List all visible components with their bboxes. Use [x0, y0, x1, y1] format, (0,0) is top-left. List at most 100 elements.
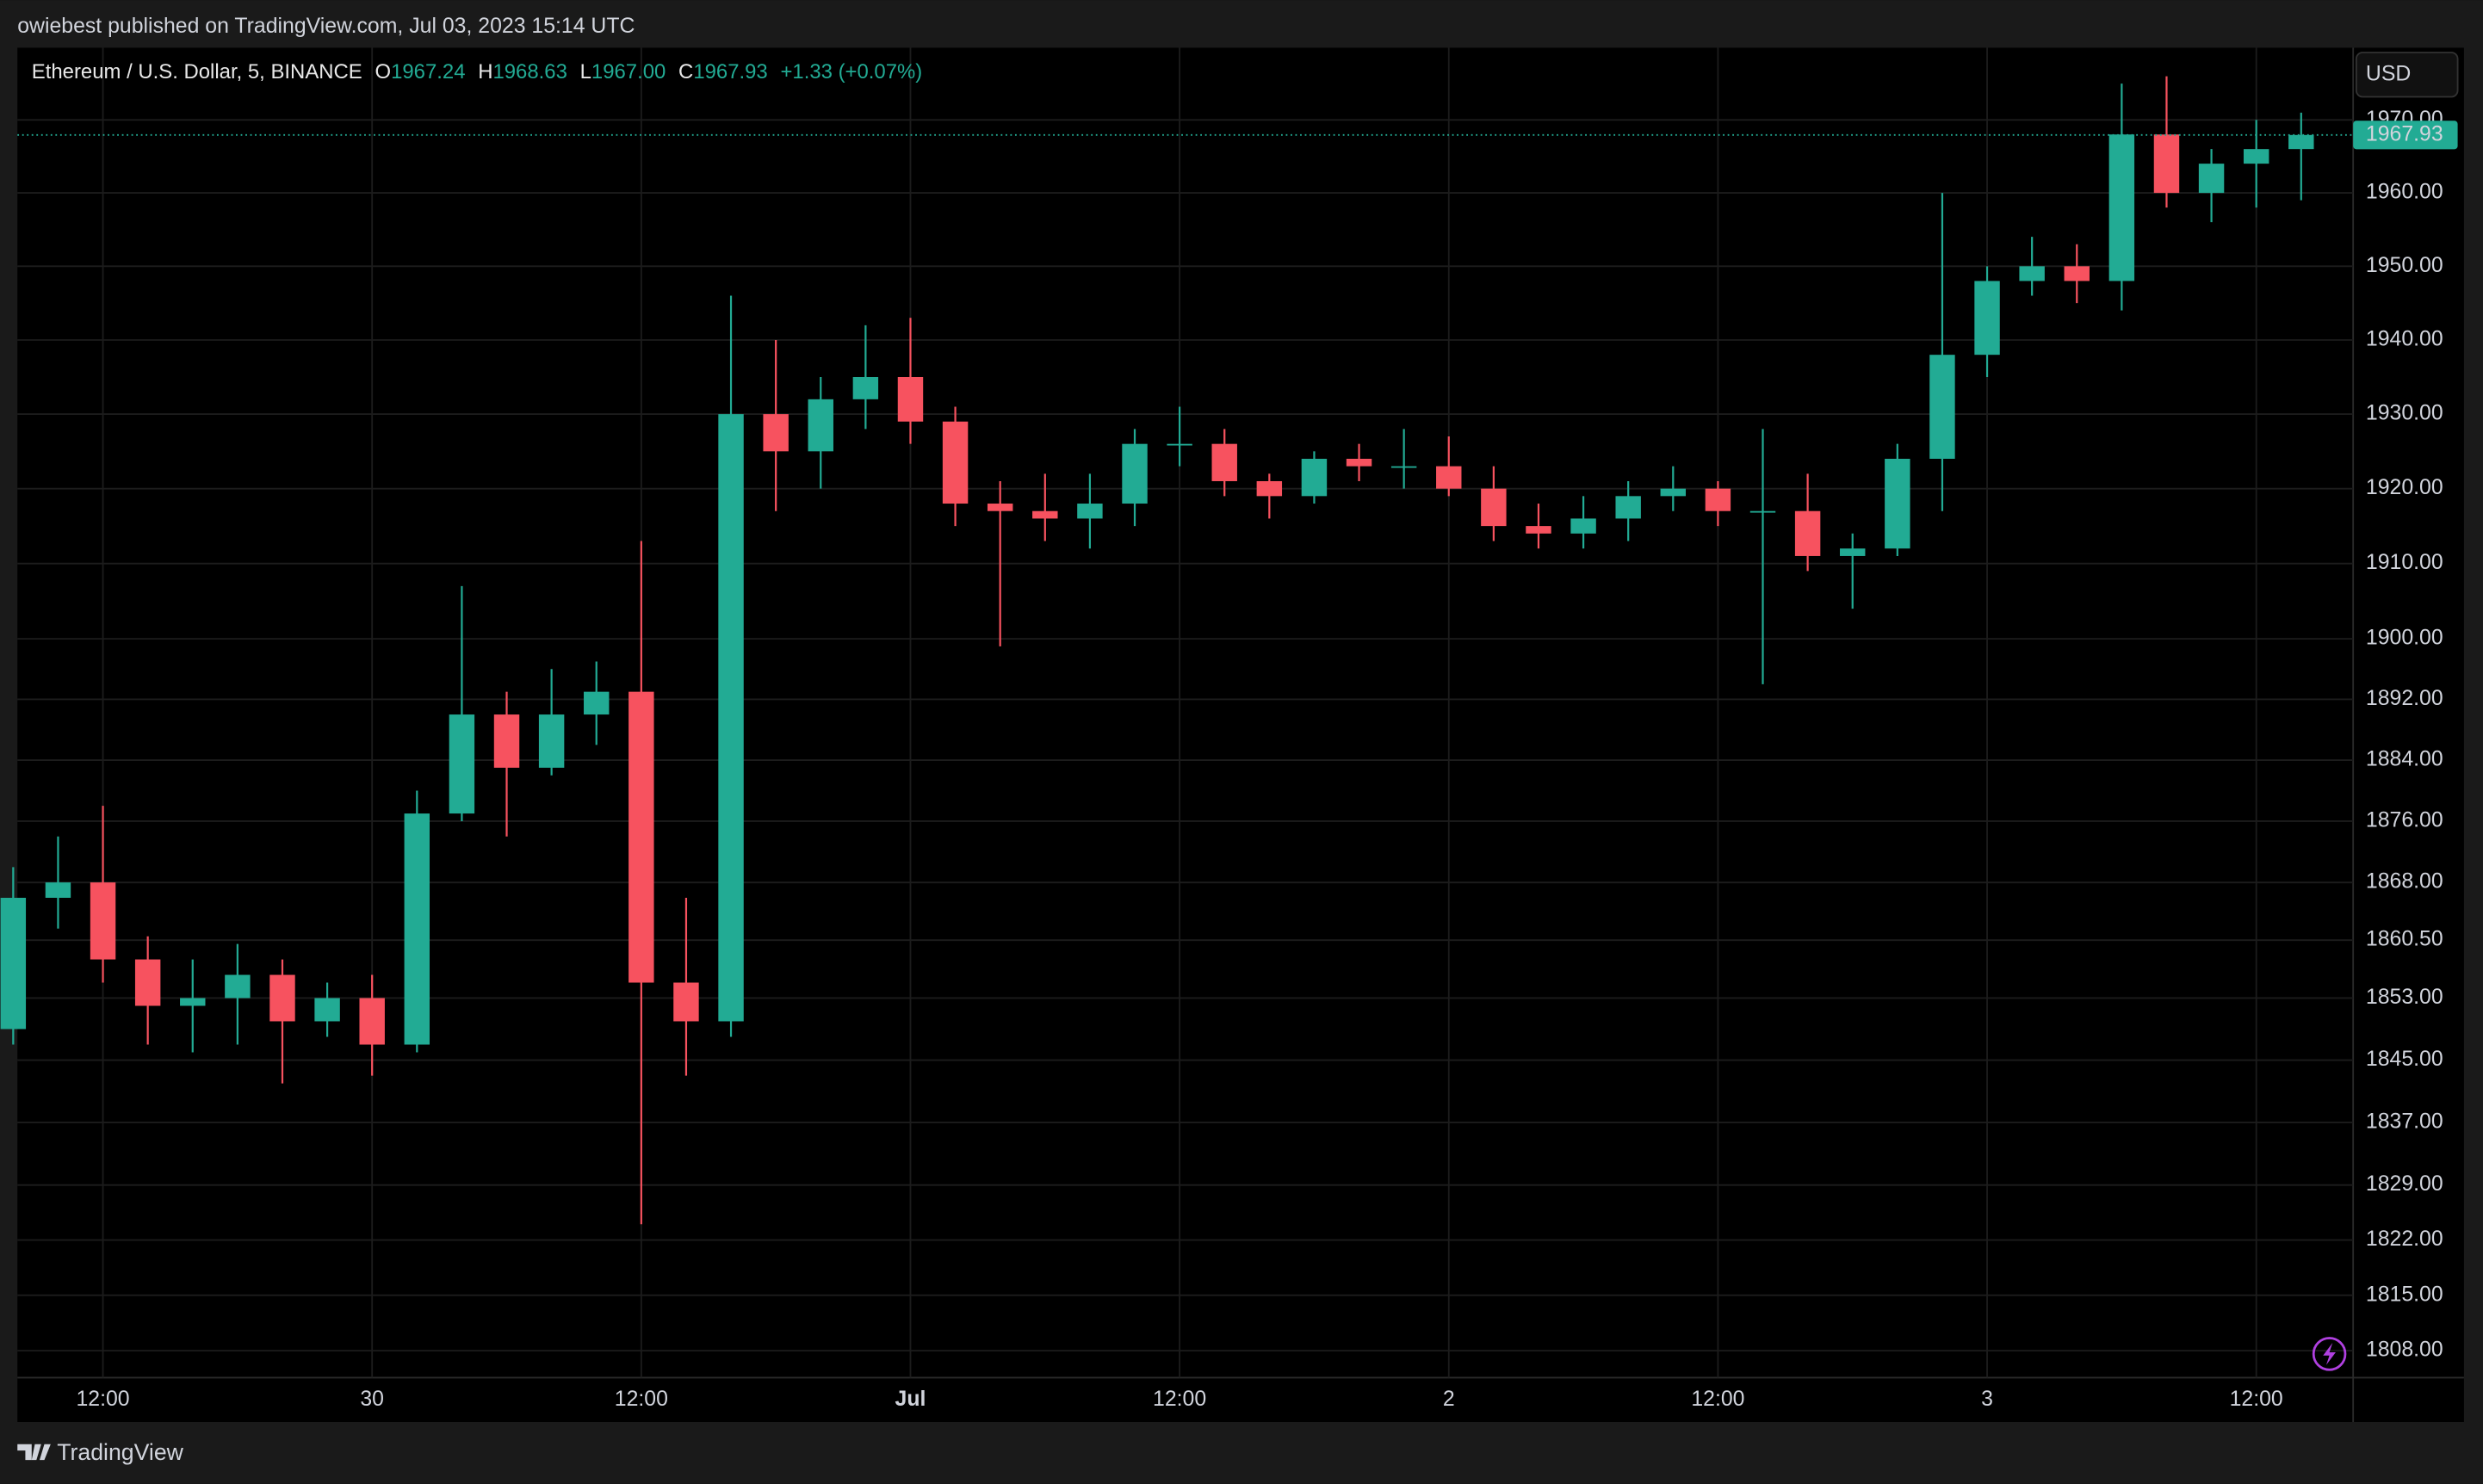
candle-body: [1211, 443, 1237, 481]
candle-body: [942, 421, 969, 504]
close-value: 1967.93: [693, 60, 767, 83]
x-tick-label: 12:00: [1153, 1388, 1206, 1411]
candle-body: [808, 399, 833, 452]
y-tick-label: 1940.00: [2366, 328, 2443, 351]
currency-box[interactable]: [2355, 52, 2459, 98]
x-tick-label: 12:00: [1691, 1388, 1744, 1411]
high-value: 1968.63: [492, 60, 567, 83]
candle-body: [1794, 510, 1821, 556]
symbol: Ethereum / U.S. Dollar, 5, BINANCE: [32, 60, 362, 83]
x-tick-label: 12:00: [615, 1388, 668, 1411]
candle-body: [584, 691, 610, 715]
y-tick-label: 1960.00: [2366, 181, 2443, 204]
candle-body: [1705, 488, 1731, 511]
y-tick-label: 1837.00: [2366, 1110, 2443, 1134]
ohlc-legend: Ethereum / U.S. Dollar, 5, BINANCE O1967.…: [32, 60, 922, 83]
candle-body: [314, 998, 340, 1022]
candle-body: [2288, 134, 2314, 150]
candle-body: [1346, 458, 1372, 467]
y-tick-label: 1853.00: [2366, 986, 2443, 1009]
candle-body: [1301, 458, 1328, 497]
y-tick-label: 1868.00: [2366, 870, 2443, 893]
y-tick-label: 1808.00: [2366, 1339, 2443, 1362]
y-tick-label: 1930.00: [2366, 402, 2443, 425]
y-tick-label: 1950.00: [2366, 254, 2443, 277]
candle-body: [1840, 548, 1866, 556]
candle-body: [2243, 149, 2269, 164]
candle-body: [718, 414, 744, 1022]
candle-body: [134, 959, 161, 1006]
candle-body: [1929, 355, 1955, 459]
candle-body: [1122, 443, 1148, 504]
y-tick-label: 1884.00: [2366, 748, 2443, 771]
publisher-line: owiebest published on TradingView.com, J…: [17, 15, 635, 38]
y-tick-label: 1910.00: [2366, 551, 2443, 574]
candle-body: [45, 882, 71, 898]
y-tick-label: 1815.00: [2366, 1283, 2443, 1306]
candle-body: [449, 714, 475, 814]
candle-body: [1077, 504, 1103, 519]
candle-body: [493, 714, 520, 768]
x-tick-label: Jul: [895, 1388, 926, 1411]
chart-panel: [17, 47, 2464, 1422]
candle-body: [269, 974, 295, 1022]
y-tick-label: 1829.00: [2366, 1172, 2443, 1196]
y-tick-label: 1845.00: [2366, 1048, 2443, 1071]
candle-body: [2153, 134, 2180, 194]
currency-label[interactable]: USD: [2366, 62, 2411, 85]
candle-body: [673, 982, 699, 1022]
candle-body: [1390, 466, 1417, 468]
candle-body: [1526, 526, 1551, 534]
close-label: C: [678, 60, 693, 83]
candle-body: [1167, 443, 1192, 446]
low-value: 1967.00: [591, 60, 666, 83]
y-tick-label: 1900.00: [2366, 627, 2443, 650]
candle-body: [2198, 164, 2225, 194]
candle-body: [1615, 496, 1641, 519]
x-tick-label: 12:00: [2230, 1388, 2283, 1411]
candle-body: [2064, 266, 2090, 281]
candle-body: [1570, 518, 1596, 534]
candle-body: [1885, 458, 1910, 549]
candle-body: [987, 504, 1013, 511]
candle-body: [1660, 488, 1687, 497]
lightning-icon[interactable]: [2312, 1337, 2347, 1371]
last-price-box: [2353, 121, 2458, 150]
candle-body: [1436, 466, 1462, 489]
candle-body: [90, 882, 116, 960]
y-tick-label: 1822.00: [2366, 1227, 2443, 1251]
brand: TradingView: [57, 1439, 183, 1465]
candle-body: [359, 998, 385, 1045]
candle-body: [538, 714, 565, 768]
x-tick-label: 12:00: [76, 1388, 129, 1411]
y-tick-label: 1892.00: [2366, 687, 2443, 710]
candle-body: [763, 414, 789, 452]
y-tick-label: 1920.00: [2366, 476, 2443, 499]
candle-body: [0, 897, 27, 1030]
candle-body: [225, 974, 251, 999]
candle-body: [2108, 134, 2135, 281]
candle-body: [897, 376, 924, 422]
high-label: H: [478, 60, 492, 83]
candle-body: [1256, 480, 1283, 497]
change-value: +1.33 (+0.07%): [780, 60, 922, 83]
x-tick-label: 2: [1443, 1388, 1455, 1411]
open-label: O: [375, 60, 391, 83]
y-tick-label: 1860.50: [2366, 928, 2443, 951]
candle-body: [1032, 510, 1058, 519]
candle-body: [1481, 488, 1507, 527]
open-value: 1967.24: [391, 60, 465, 83]
overlay: 1808.00 1815.00 1822.00 1829.00 1837.00 1845.…: [76, 108, 2458, 1411]
plot: [0, 47, 2354, 1378]
y-tick-label: 1876.00: [2366, 809, 2443, 832]
low-label: L: [580, 60, 591, 83]
candle-body: [2019, 266, 2045, 281]
candle-body: [1749, 510, 1776, 513]
candle-body: [404, 813, 430, 1045]
candle-body: [1974, 281, 2000, 356]
brand-logo: [17, 1444, 51, 1461]
candle-body: [628, 691, 654, 983]
x-tick-label: 30: [360, 1388, 384, 1411]
